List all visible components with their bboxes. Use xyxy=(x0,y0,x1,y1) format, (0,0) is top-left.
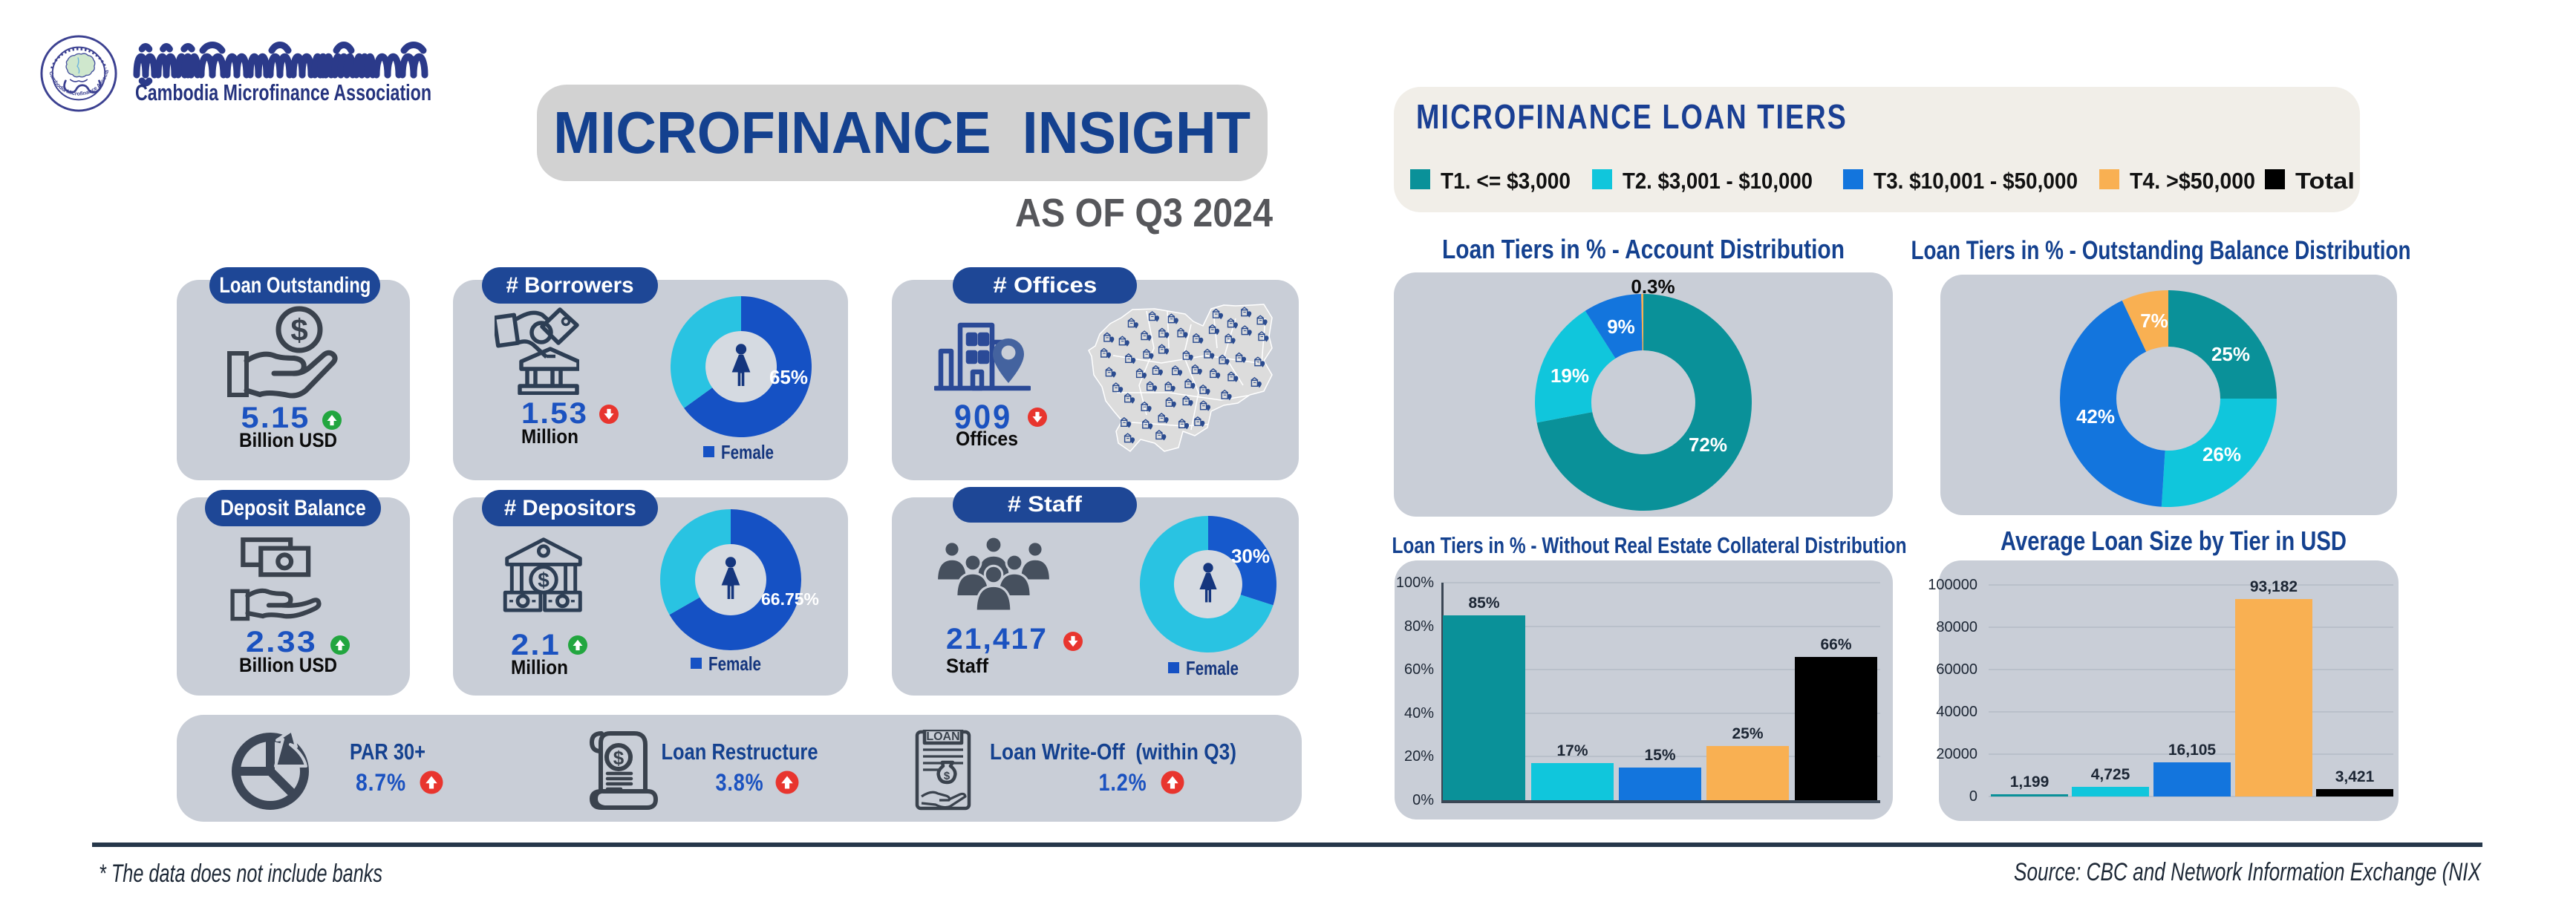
svg-text:$: $ xyxy=(538,569,550,592)
svg-text:$: $ xyxy=(944,770,950,782)
svg-text:$: $ xyxy=(290,313,307,347)
svg-text:$: $ xyxy=(613,747,625,769)
svg-text:LOAN: LOAN xyxy=(926,730,959,743)
